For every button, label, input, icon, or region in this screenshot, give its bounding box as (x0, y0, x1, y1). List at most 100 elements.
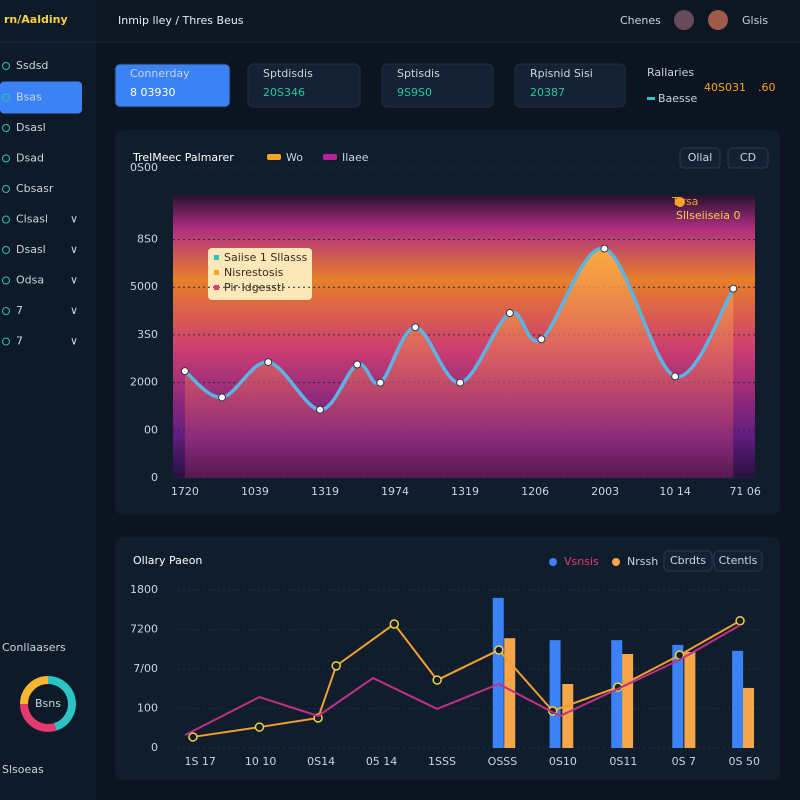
y-tick-label: 7200 (130, 623, 158, 636)
legend-label[interactable]: Vsnsis (564, 555, 599, 568)
x-tick-label: 1319 (451, 485, 479, 498)
point (331, 661, 341, 671)
summary-extra: .60 (758, 81, 776, 94)
bar (684, 652, 696, 748)
nav-chevron: ∨ (70, 335, 78, 348)
x-tick-label: 1039 (241, 485, 269, 498)
button[interactable] (713, 550, 763, 572)
donut-segment (20, 703, 57, 732)
donut-footer: Slsoeas (2, 763, 44, 776)
legend-swatch (267, 154, 281, 160)
nav-icon (2, 215, 10, 224)
donut-title: Conllaasers (2, 641, 66, 654)
nav-item[interactable]: Dsasl (16, 243, 46, 256)
button[interactable] (679, 147, 721, 169)
nav-item[interactable]: Cbsasr (16, 182, 54, 195)
x-tick-label: 2003 (591, 485, 619, 498)
avatar[interactable] (674, 10, 694, 30)
kpi-card[interactable] (114, 63, 231, 108)
summary-note: Baesse (658, 92, 698, 105)
button-label[interactable]: CD (740, 151, 756, 164)
button-label[interactable]: Ollal (688, 151, 713, 164)
nav-chevron: ∨ (70, 274, 78, 287)
donut-segment (47, 676, 76, 731)
y-tick-label: 0 (151, 471, 158, 484)
legend-label[interactable]: Nrssh (627, 555, 658, 568)
point (456, 378, 465, 387)
summary-bar (647, 97, 655, 100)
line (184, 624, 741, 736)
line (183, 246, 735, 412)
nav-icon (2, 185, 10, 193)
chart-title: Ollary Paeon (133, 554, 202, 567)
button-label[interactable]: Ctentls (719, 554, 758, 567)
nav-icon (2, 276, 10, 285)
x-tick-label: 10 14 (659, 485, 691, 498)
nav-item[interactable]: Bsas (16, 91, 42, 104)
brand[interactable]: rn/Aaldiny (4, 13, 68, 26)
button-label[interactable]: Cbrdts (670, 554, 706, 567)
summary-value: 40S031 (704, 81, 746, 94)
x-tick-label: 1720 (171, 485, 199, 498)
nav-item[interactable]: Odsa (16, 274, 44, 287)
tooltip-item: Nisrestosis (224, 266, 284, 279)
bar (732, 650, 744, 748)
kpi-card[interactable] (514, 63, 626, 108)
breadcrumb: Inmip lley / Thres Beus (118, 14, 244, 27)
avatar[interactable] (708, 10, 728, 30)
nav-item[interactable]: Dsasl (16, 121, 46, 134)
legend-label[interactable]: Wo (286, 151, 303, 164)
sidebar (0, 0, 96, 800)
user-name[interactable]: Glsis (742, 14, 768, 27)
y-tick-label: 00 (144, 423, 158, 436)
bar (743, 687, 755, 748)
nav-item[interactable]: Ssdsd (16, 59, 48, 72)
bar (562, 684, 574, 748)
legend-dot (549, 558, 557, 566)
nav-item[interactable]: Dsad (16, 152, 44, 165)
kpi-value: 20S346 (263, 86, 305, 99)
nav-item[interactable]: Clsasl (16, 213, 48, 226)
nav-chevron: ∨ (70, 243, 78, 256)
point (432, 675, 442, 685)
x-tick-label: 0S 50 (729, 755, 760, 768)
point (254, 722, 265, 732)
menu[interactable]: Chenes (620, 14, 661, 27)
x-tick-label: 1319 (311, 485, 339, 498)
x-tick-label: 1S 17 (184, 755, 215, 768)
x-tick-label: 0S10 (549, 755, 577, 768)
button[interactable] (727, 147, 769, 169)
nav-icon (2, 62, 10, 70)
point (218, 393, 227, 402)
kpi-card[interactable] (247, 63, 361, 108)
nav-item[interactable]: 7 (16, 304, 23, 317)
kpi-label: Rpisnid Sisi (530, 67, 593, 80)
button[interactable] (663, 550, 713, 572)
x-tick-label: 0S14 (307, 755, 335, 768)
point (537, 335, 546, 344)
y-tick-label: 2000 (130, 376, 158, 389)
point (188, 732, 198, 742)
tooltip-item: Pir Idgesstl (224, 281, 284, 294)
bar (622, 653, 634, 748)
point (600, 244, 609, 253)
x-tick-label: OSSS (488, 755, 518, 768)
nav-icon (2, 307, 10, 315)
tooltip-swatch (214, 270, 219, 275)
legend-label[interactable]: Ilaee (342, 151, 369, 164)
kpi-value: 20387 (530, 86, 565, 99)
nav-active (0, 81, 82, 114)
point (729, 284, 738, 293)
bar (504, 638, 516, 748)
kpi-card[interactable] (381, 63, 494, 108)
bar (549, 640, 561, 748)
bar (611, 640, 623, 748)
nav-item[interactable]: 7 (16, 335, 23, 348)
chart-title: TrelMeec Palmarer (132, 151, 234, 164)
bar (492, 597, 504, 748)
annotation-dot (675, 197, 685, 207)
kpi-label: Connerday (130, 67, 190, 80)
kpi-value: 9S9S0 (397, 86, 432, 99)
nav-chevron: ∨ (70, 304, 78, 317)
